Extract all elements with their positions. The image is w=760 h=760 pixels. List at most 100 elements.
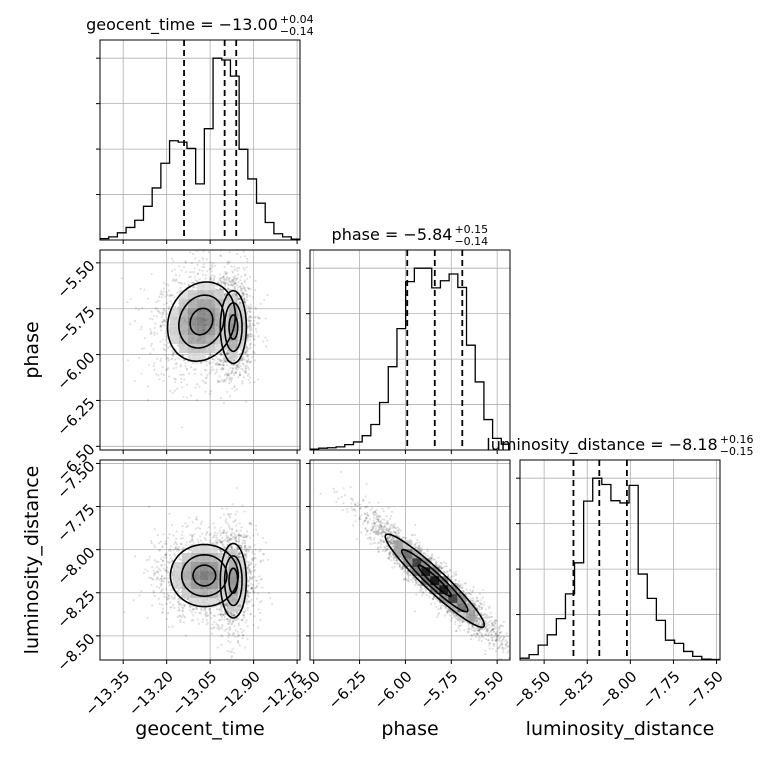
density-cell <box>214 344 224 354</box>
density-cell <box>208 571 218 580</box>
histogram-geocent_time <box>100 57 300 240</box>
density-cell <box>187 344 197 354</box>
x-tick-label: −8.25 <box>552 668 597 713</box>
density-cell <box>466 603 476 613</box>
density-cell <box>214 335 224 345</box>
density-cell <box>219 558 229 568</box>
title-luminosity_distance: luminosity_distance = −8.18 +0.16−0.15 <box>486 433 753 458</box>
title-text: geocent_time = −13.00 <box>86 15 278 35</box>
panel-frame <box>309 249 511 451</box>
density-cell <box>219 331 229 341</box>
density-cell <box>228 295 238 305</box>
density-cell <box>190 544 200 553</box>
contour-line <box>219 542 248 619</box>
density-cell <box>178 299 188 309</box>
panel-geocent_time-vs-geocent_time <box>96 39 301 244</box>
density-cell <box>228 576 238 586</box>
panel-phase-vs-phase <box>306 249 511 454</box>
density-cell <box>448 603 458 613</box>
contour-line <box>192 564 217 587</box>
title-upper-error: +0.15 <box>454 223 488 236</box>
x-axis-label-geocent_time: geocent_time <box>135 718 264 740</box>
density-cell <box>187 335 197 345</box>
panel-luminosity_distance-vs-phase <box>306 459 511 664</box>
density-cell <box>199 562 209 571</box>
histogram-phase <box>310 267 510 450</box>
density-cell <box>208 598 218 607</box>
density-cell <box>237 304 247 314</box>
density-cell <box>205 344 215 354</box>
contour-line <box>384 533 486 629</box>
x-tick-label: −7.50 <box>682 668 727 713</box>
density-cell <box>181 589 191 598</box>
density-cell <box>178 290 188 300</box>
density-cell <box>196 344 206 354</box>
density-cell <box>237 594 247 604</box>
panel-frame <box>309 459 511 661</box>
x-tick-label: −13.05 <box>168 668 220 720</box>
density-cell <box>217 553 227 562</box>
panel-frame <box>99 459 301 661</box>
density-cell <box>187 290 197 300</box>
panel-phase-vs-geocent_time <box>96 249 301 454</box>
density-cell <box>219 594 229 604</box>
panel-luminosity_distance-vs-geocent_time <box>96 459 301 664</box>
density-cell <box>205 290 215 300</box>
density-cell <box>421 567 431 577</box>
title-upper-error: +0.16 <box>720 433 754 446</box>
density-cell <box>181 553 191 562</box>
density-cell <box>190 562 200 571</box>
density-cell <box>228 603 238 613</box>
density-cell <box>219 340 229 350</box>
density-cell <box>394 540 404 550</box>
density-cell <box>394 549 404 559</box>
density-cell <box>214 290 224 300</box>
contour-line <box>219 289 248 365</box>
title-lower-error: −0.14 <box>280 25 314 38</box>
density-cell <box>219 567 229 577</box>
contour-line <box>223 301 243 353</box>
density-cell <box>187 308 197 318</box>
density-cell <box>466 612 476 622</box>
density-cell <box>412 549 422 559</box>
density-cell <box>172 562 182 571</box>
y-tick-label: −8.50 <box>53 630 98 675</box>
y-tick-label: −8.25 <box>53 587 98 632</box>
x-tick-label: −6.00 <box>370 668 415 713</box>
density-cell <box>196 308 206 318</box>
density-cell <box>205 299 215 309</box>
y-axis-label-luminosity_distance: luminosity_distance <box>21 466 43 655</box>
density-cell <box>228 340 238 350</box>
density-cell <box>214 326 224 336</box>
density-cell <box>178 308 188 318</box>
title-text: phase = −5.84 <box>332 225 453 244</box>
density-cell <box>187 353 197 363</box>
density-cell <box>181 562 191 571</box>
density-cell <box>196 335 206 345</box>
title-text: luminosity_distance = −8.18 <box>486 435 717 455</box>
density-cell <box>403 549 413 559</box>
x-tick-label: −13.20 <box>125 668 177 720</box>
density-cell <box>237 567 247 577</box>
density-cell <box>448 594 458 604</box>
density-cell <box>205 326 215 336</box>
density-cell <box>199 553 209 562</box>
density-cell <box>228 558 238 568</box>
density-cell <box>228 349 238 359</box>
density-cell <box>237 313 247 323</box>
density-cell <box>196 281 206 291</box>
density-cell <box>205 281 215 291</box>
density-cell <box>172 571 182 580</box>
density-cell <box>196 326 206 336</box>
title-upper-error: +0.04 <box>280 13 314 26</box>
y-tick-label: −8.00 <box>53 543 98 588</box>
x-tick-label: −12.90 <box>212 668 264 720</box>
density-cell <box>228 331 238 341</box>
density-cell <box>187 317 197 327</box>
y-tick-label: −7.75 <box>53 500 98 545</box>
density-cell <box>219 304 229 314</box>
y-tick-label: −5.50 <box>53 257 98 302</box>
contour-line <box>228 567 239 594</box>
histogram-luminosity_distance <box>520 477 720 660</box>
